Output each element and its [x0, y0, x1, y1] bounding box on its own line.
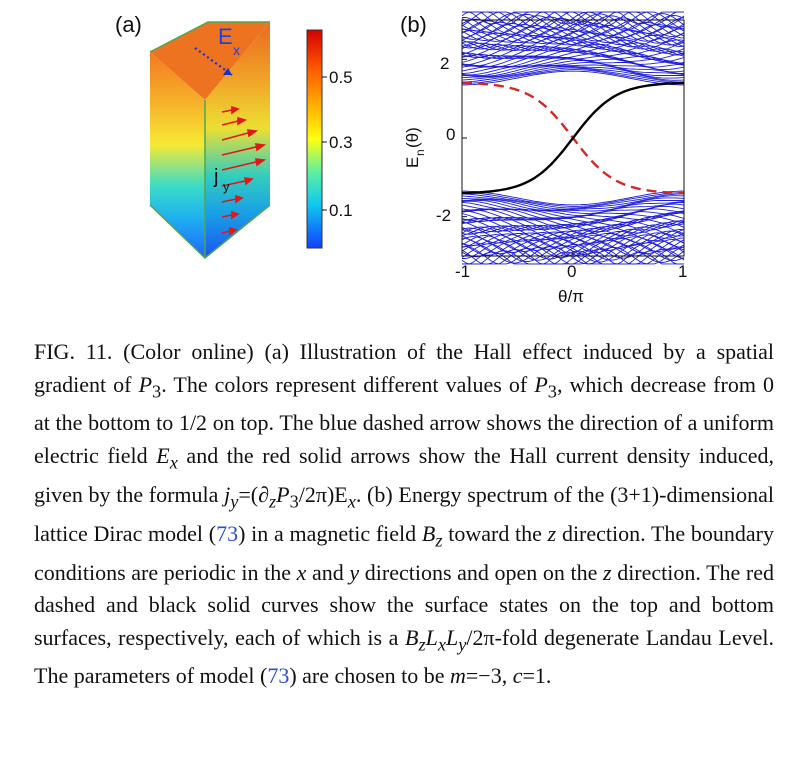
y-tick-label: 0	[446, 125, 455, 144]
bulk-band-line	[462, 69, 684, 84]
bulk-band-line	[461, 34, 685, 51]
bulk-band-line	[461, 193, 684, 209]
bulk-band-line	[461, 11, 685, 28]
bulk-band-line	[461, 195, 685, 210]
bulk-band-line	[461, 65, 685, 79]
bulk-band-line	[461, 24, 684, 42]
bulk-bands	[461, 11, 685, 265]
bulk-band-line	[461, 240, 685, 260]
svg-text:(θ): (θ)	[403, 127, 422, 148]
panel-b-label: (b)	[400, 12, 427, 37]
current-label: j	[213, 166, 218, 188]
bulk-band-line	[461, 47, 685, 64]
bulk-band-line	[461, 226, 685, 244]
bulk-band-line	[461, 247, 685, 265]
bulk-band-line	[461, 235, 685, 254]
bulk-band-line	[461, 38, 685, 56]
bulk-band-line	[461, 197, 685, 211]
bulk-band-line	[461, 222, 685, 240]
y-tick-label: -2	[436, 206, 451, 225]
bulk-band-line	[461, 62, 685, 77]
bulk-band-line	[461, 224, 685, 241]
bulk-band-line	[461, 208, 685, 223]
bulk-band-line	[461, 199, 685, 214]
x-axis-label: θ/π	[558, 287, 584, 306]
bottom-surface-state-curve	[461, 81, 685, 195]
citation-link[interactable]: 73	[216, 520, 239, 546]
bulk-band-line	[461, 220, 685, 238]
citation-link[interactable]: 73	[267, 663, 290, 689]
y-tick-label: 2	[440, 54, 449, 73]
bulk-band-line	[461, 232, 685, 250]
bulk-band-line	[461, 199, 685, 212]
energy-spectrum-plot: 2 0 -2 -1 0 1 θ/π E n (θ)	[403, 11, 687, 306]
field-sub: x	[233, 42, 240, 58]
bulk-band-line	[461, 43, 685, 59]
bulk-band-line	[461, 216, 685, 231]
current-sub: y	[223, 179, 230, 194]
x-tick-label: 0	[567, 262, 576, 281]
bulk-band-line	[461, 53, 685, 68]
bulk-band-line	[461, 66, 685, 81]
bulk-band-line	[462, 192, 684, 207]
bulk-band-line	[461, 59, 685, 76]
bulk-band-line	[461, 234, 684, 252]
bulk-band-line	[462, 190, 684, 206]
bulk-band-line	[461, 46, 685, 62]
bulk-band-line	[462, 15, 685, 34]
panel-a-label: (a)	[115, 12, 142, 37]
bulk-band-line	[461, 217, 685, 233]
colorbar-tick: 0.3	[329, 133, 353, 152]
bulk-band-line	[461, 67, 684, 83]
bulk-band-line	[462, 242, 685, 261]
x-tick-label: 1	[678, 262, 687, 281]
bulk-band-line	[461, 208, 685, 221]
colorbar	[306, 29, 323, 249]
y-axis-label: E n (θ)	[403, 127, 427, 168]
figure-caption: FIG. 11. (Color online) (a) Illustration…	[34, 339, 775, 689]
colorbar-tick: 0.1	[329, 201, 353, 220]
bulk-band-line	[461, 39, 685, 57]
svg-text:n: n	[413, 149, 427, 156]
bulk-band-line	[462, 11, 684, 25]
colorbar-tick: 0.5	[329, 68, 353, 87]
bulk-band-line	[461, 36, 685, 54]
bulk-band-line	[461, 55, 685, 68]
hall-effect-cube-illustration: E x j y 0.5 0.3 0.1	[149, 21, 353, 260]
bulk-band-line	[461, 11, 685, 29]
bulk-band-line	[461, 225, 685, 242]
bulk-band-line	[461, 21, 685, 40]
bulk-band-line	[461, 22, 685, 41]
axis-ticks	[461, 58, 685, 256]
bulk-band-line	[461, 248, 685, 265]
bulk-band-line	[462, 11, 684, 26]
bulk-band-line	[461, 32, 685, 50]
current-arrows	[221, 105, 267, 236]
figure-panel-a: (a)	[0, 0, 390, 320]
bulk-band-line	[461, 45, 685, 60]
svg-text:E: E	[403, 157, 422, 168]
bulk-band-line	[461, 212, 685, 229]
bulk-band-line	[462, 70, 684, 86]
bulk-band-line	[461, 35, 685, 52]
cube-side-face	[205, 22, 270, 258]
figure-panel-b: (b) 2 0 -2 -1 0 1 θ/π E n (θ)	[380, 0, 780, 320]
bulk-band-line	[461, 13, 685, 33]
cube-front-face	[150, 52, 205, 258]
field-label: E	[218, 24, 233, 49]
bulk-band-line	[461, 200, 685, 217]
bulk-band-line	[461, 26, 685, 44]
bulk-band-line	[461, 16, 685, 36]
bulk-band-line	[461, 219, 685, 237]
x-tick-label: -1	[455, 262, 470, 281]
bulk-band-line	[461, 214, 685, 230]
bulk-band-line	[461, 64, 685, 77]
bulk-band-line	[461, 243, 685, 263]
